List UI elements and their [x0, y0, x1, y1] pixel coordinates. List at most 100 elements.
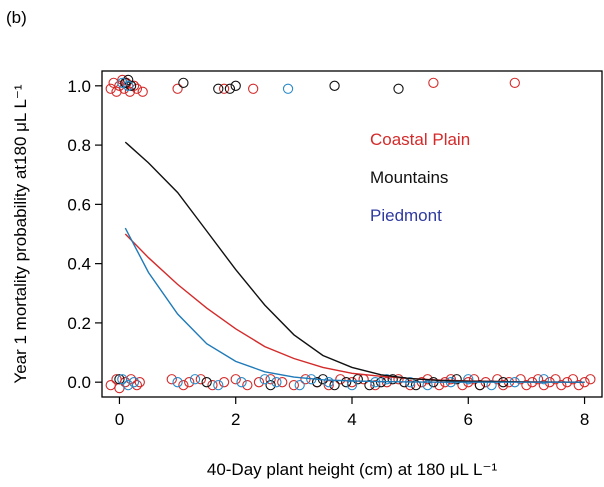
data-point-piedmont: [422, 379, 433, 391]
data-point-coastal-plain: [230, 374, 241, 385]
panel-label: (b): [6, 8, 27, 27]
data-point-coastal-plain: [137, 86, 148, 97]
y-tick-label: 0.8: [67, 136, 91, 155]
data-point-mountains: [114, 374, 125, 385]
data-point-piedmont: [128, 377, 140, 388]
data-point-coastal-plain: [573, 379, 584, 391]
data-point-coastal-plain: [108, 77, 119, 89]
x-axis-title: 40-Day plant height (cm) at 180 μL L⁻¹: [207, 460, 498, 479]
data-point-coastal-plain: [428, 77, 439, 89]
data-point-mountains: [224, 83, 236, 94]
data-point-coastal-plain: [288, 379, 300, 391]
points-layer: [105, 74, 596, 394]
y-axis: 0.0 0.2 0.4 0.6 0.8 1.0: [67, 77, 102, 392]
data-point-coastal-plain: [184, 377, 195, 388]
data-point-mountains: [265, 379, 276, 391]
data-point-mountains: [311, 377, 323, 388]
data-point-coastal-plain: [218, 83, 230, 94]
data-point-coastal-plain: [111, 86, 122, 97]
data-point-coastal-plain: [105, 379, 116, 391]
data-point-coastal-plain: [253, 377, 265, 388]
data-point-coastal-plain: [172, 83, 183, 94]
data-point-mountains: [410, 379, 422, 391]
data-point-coastal-plain: [218, 377, 230, 388]
legend-entry-piedmont: Piedmont: [370, 206, 442, 225]
fit-curve-piedmont: [124, 227, 585, 383]
y-tick-label: 0.2: [67, 314, 91, 333]
y-tick-label: 1.0: [67, 77, 91, 96]
data-point-mountains: [329, 379, 340, 391]
data-point-piedmont: [189, 374, 201, 385]
data-point-mountains: [201, 377, 212, 388]
data-point-piedmont: [323, 377, 334, 388]
data-point-mountains: [230, 80, 241, 91]
data-point-mountains: [120, 77, 131, 89]
data-point-coastal-plain: [445, 374, 456, 385]
x-tick-label: 8: [580, 410, 589, 429]
data-point-piedmont: [282, 83, 294, 94]
data-point-coastal-plain: [242, 379, 253, 391]
data-point-coastal-plain: [498, 379, 509, 391]
y-tick-label: 0.4: [67, 255, 91, 274]
data-point-coastal-plain: [556, 379, 567, 391]
data-point-mountains: [178, 77, 189, 89]
data-point-coastal-plain: [567, 374, 579, 385]
legend: Coastal Plain Mountains Piedmont: [370, 130, 470, 225]
data-point-mountains: [451, 374, 462, 385]
plot-frame: [101, 70, 603, 398]
data-point-mountains: [341, 377, 352, 388]
plot-area: [101, 70, 603, 398]
y-axis-title: Year 1 mortality probability at180 μL L⁻…: [11, 84, 30, 383]
data-point-piedmont: [117, 77, 128, 89]
data-point-piedmont: [236, 377, 247, 388]
data-point-mountains: [352, 374, 363, 385]
data-point-coastal-plain: [492, 374, 503, 385]
data-point-coastal-plain: [134, 377, 145, 388]
data-point-coastal-plain: [277, 377, 288, 388]
x-tick-label: 0: [115, 410, 124, 429]
data-point-piedmont: [259, 374, 270, 385]
data-point-mountains: [387, 374, 398, 385]
x-tick-label: 6: [464, 410, 473, 429]
fit-curve-coastal-plain: [124, 233, 585, 383]
data-point-coastal-plain: [509, 77, 520, 89]
data-point-coastal-plain: [550, 374, 561, 385]
data-point-coastal-plain: [166, 374, 177, 385]
data-point-piedmont: [172, 377, 183, 388]
legend-entry-mountains: Mountains: [370, 168, 448, 187]
data-point-piedmont: [486, 379, 497, 391]
data-point-coastal-plain: [521, 379, 532, 391]
data-point-mountains: [123, 74, 134, 86]
y-tick-label: 0.0: [67, 373, 91, 392]
legend-entry-coastal-plain: Coastal Plain: [370, 130, 470, 149]
data-point-coastal-plain: [265, 374, 276, 385]
data-point-coastal-plain: [195, 374, 206, 385]
y-tick-label: 0.6: [67, 195, 91, 214]
data-point-coastal-plain: [585, 374, 596, 385]
data-point-piedmont: [271, 377, 282, 388]
data-point-coastal-plain: [105, 83, 116, 94]
data-point-piedmont: [463, 374, 474, 385]
x-tick-label: 4: [347, 410, 356, 429]
data-point-coastal-plain: [370, 379, 381, 391]
data-point-coastal-plain: [538, 379, 550, 391]
curves-layer: [124, 141, 585, 383]
data-point-coastal-plain: [515, 374, 526, 385]
data-point-coastal-plain: [248, 83, 259, 94]
data-point-piedmont: [294, 379, 305, 391]
data-point-mountains: [364, 379, 375, 391]
data-point-coastal-plain: [393, 374, 404, 385]
data-point-mountains: [213, 83, 224, 94]
data-point-piedmont: [381, 374, 393, 385]
data-point-piedmont: [538, 374, 550, 385]
data-point-coastal-plain: [532, 374, 544, 385]
data-point-coastal-plain: [114, 382, 125, 394]
data-point-piedmont: [123, 80, 134, 91]
data-point-coastal-plain: [335, 374, 346, 385]
fit-curve-mountains: [124, 141, 585, 383]
x-tick-label: 2: [231, 410, 240, 429]
data-point-piedmont: [117, 374, 128, 385]
data-point-piedmont: [213, 379, 224, 391]
data-point-coastal-plain: [468, 374, 480, 385]
